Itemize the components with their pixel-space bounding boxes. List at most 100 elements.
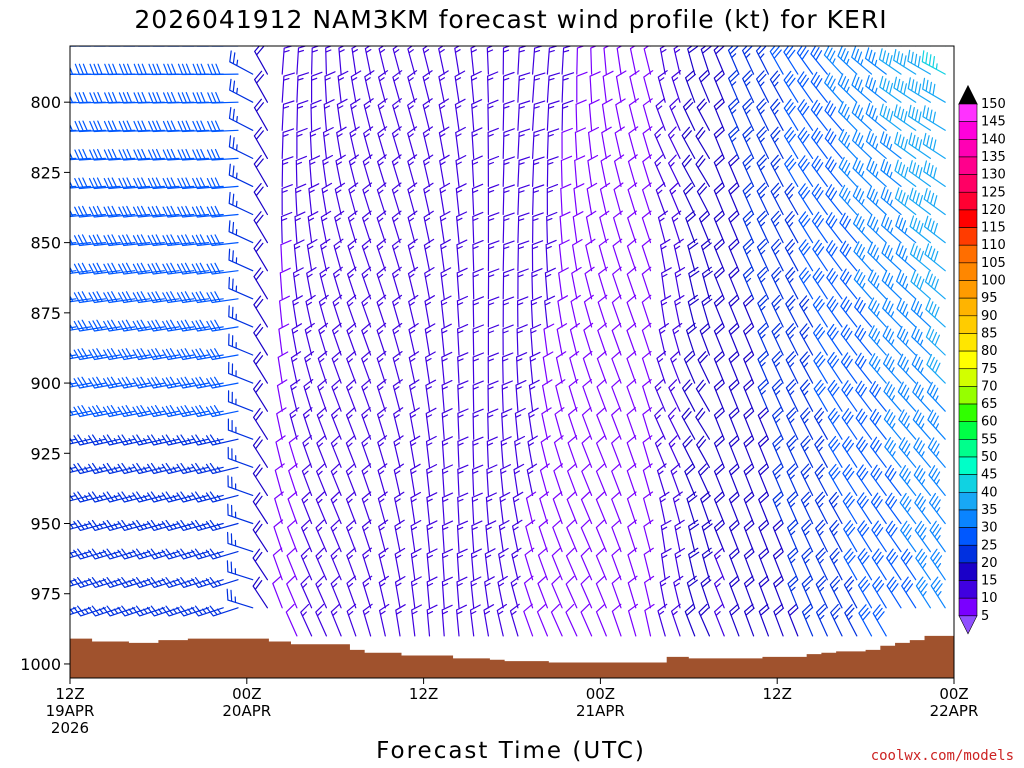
wind-barb [192, 148, 224, 161]
wind-barb [408, 351, 420, 384]
wind-barb [627, 210, 637, 244]
wind-barb [439, 211, 451, 244]
wind-barb [295, 183, 307, 216]
wind-barb [253, 154, 268, 187]
wind-barb [922, 77, 946, 103]
wind-barb [103, 177, 136, 190]
wind-barb [854, 296, 873, 328]
wind-barb [626, 238, 637, 272]
colorbar-swatch-85 [958, 333, 978, 352]
wind-barb [713, 98, 725, 131]
wind-barb [611, 547, 622, 581]
wind-barb [300, 603, 313, 637]
colorbar-swatch-50 [958, 456, 978, 475]
wind-barb [88, 291, 121, 304]
wind-barb [291, 323, 302, 356]
wind-barb [659, 46, 667, 75]
wind-barb [301, 463, 313, 496]
wind-barb [103, 120, 136, 133]
wind-barb [810, 71, 828, 103]
wind-barb [825, 240, 843, 272]
wind-barb [560, 183, 572, 216]
wind-barb [642, 379, 652, 412]
wind-barb [670, 463, 681, 496]
wind-barb [529, 351, 541, 384]
wind-barb [561, 127, 573, 159]
y-tick-label: 875 [30, 304, 61, 323]
wind-barb [228, 191, 254, 216]
wind-barb [394, 519, 405, 553]
wind-barb [770, 182, 784, 216]
wind-barb [501, 380, 513, 412]
credit-text: coolwx.com/models [871, 748, 1014, 764]
wind-barb [253, 183, 268, 216]
wind-barb [229, 50, 254, 75]
wind-barb [551, 547, 563, 581]
wind-barb [840, 296, 858, 328]
wind-barb [899, 492, 917, 525]
wind-barb [629, 70, 640, 103]
wind-barb [514, 435, 525, 468]
wind-barb [336, 98, 348, 131]
wind-barb [502, 352, 514, 384]
wind-barb [336, 126, 347, 159]
wind-barb [713, 294, 725, 328]
wind-barb [546, 128, 560, 159]
wind-barb [289, 407, 300, 440]
wind-barb [626, 435, 637, 468]
wind-barb [309, 155, 321, 187]
wind-barb [728, 463, 740, 496]
wind-barb [147, 262, 180, 275]
colorbar-swatch-30 [958, 527, 978, 546]
wind-barb [558, 267, 569, 300]
wind-barb [423, 210, 434, 244]
colorbar-swatch-100 [958, 280, 978, 299]
wind-barb [502, 128, 515, 159]
wind-barb [728, 70, 740, 103]
wind-barb [133, 148, 165, 161]
wind-barb [253, 211, 268, 244]
colorbar-swatch-25 [958, 544, 978, 564]
wind-barb [611, 407, 622, 440]
wind-barb [914, 492, 931, 525]
wind-barb [377, 491, 388, 525]
wind-barb [856, 492, 873, 525]
wind-barb [743, 351, 755, 384]
wind-barb [532, 100, 546, 131]
wind-barb [346, 575, 357, 609]
wind-barb [642, 435, 653, 468]
wind-barb [571, 266, 582, 300]
wind-barb [500, 436, 512, 468]
wind-barb [829, 575, 843, 609]
wind-barb [627, 547, 638, 581]
wind-barb [811, 155, 828, 187]
wind-barb [472, 436, 484, 468]
wind-barb [687, 46, 699, 75]
wind-barb [333, 238, 344, 272]
wind-barb [924, 215, 946, 244]
wind-barb [854, 324, 873, 356]
wind-barb [855, 408, 873, 440]
wind-barb [162, 234, 195, 247]
wind-barb [502, 324, 514, 356]
wind-barb [642, 182, 652, 216]
wind-barb [408, 323, 419, 356]
wind-barb [376, 350, 387, 384]
wind-barb [196, 46, 224, 47]
colorbar-label: 115 [981, 221, 1006, 236]
wind-barb [728, 126, 740, 159]
wind-barb [470, 576, 482, 609]
wind-barb [438, 46, 445, 75]
wind-barb [668, 435, 681, 468]
wind-barb [487, 268, 500, 300]
wind-barb [335, 154, 346, 187]
wind-barb [814, 491, 828, 525]
wind-barb [362, 575, 373, 609]
wind-barb [252, 492, 268, 525]
wind-barb [361, 491, 372, 525]
wind-barb [611, 603, 622, 637]
wind-barb [643, 519, 654, 553]
wind-barb [870, 464, 887, 496]
colorbar-label: 135 [981, 150, 1006, 165]
